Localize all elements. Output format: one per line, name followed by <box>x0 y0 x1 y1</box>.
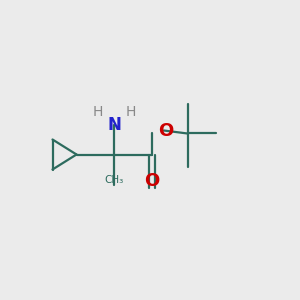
Text: H: H <box>125 106 136 119</box>
Text: CH₃: CH₃ <box>104 175 124 185</box>
Text: H: H <box>92 106 103 119</box>
Text: N: N <box>107 116 121 134</box>
Text: O: O <box>158 122 174 140</box>
Text: O: O <box>144 172 159 190</box>
